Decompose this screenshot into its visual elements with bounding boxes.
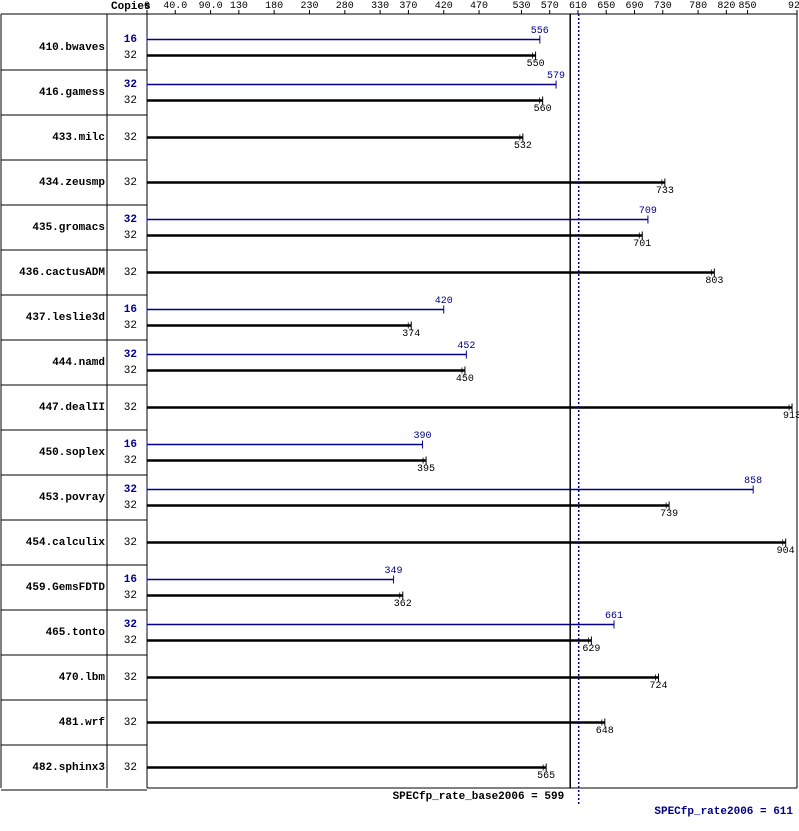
copies-peak: 16 <box>0 574 137 586</box>
copies-base: 32 <box>0 177 137 189</box>
base-value: 733 <box>656 186 674 197</box>
copies-base: 32 <box>0 95 137 107</box>
axis-tick-label: 130 <box>230 1 248 12</box>
axis-tick-label: 420 <box>435 1 453 12</box>
copies-base: 32 <box>0 455 137 467</box>
base-value: 395 <box>417 464 435 475</box>
base-value: 532 <box>514 141 532 152</box>
base-value: 374 <box>402 329 420 340</box>
base-value: 803 <box>705 276 723 287</box>
base-value: 739 <box>660 509 678 520</box>
copies-base: 32 <box>0 590 137 602</box>
summary-base: SPECfp_rate_base2006 = 599 <box>0 791 564 803</box>
copies-peak: 16 <box>0 34 137 46</box>
copies-base: 32 <box>0 267 137 279</box>
axis-tick-label: 370 <box>399 1 417 12</box>
copies-peak: 16 <box>0 304 137 316</box>
base-value: 904 <box>777 546 795 557</box>
copies-base: 32 <box>0 402 137 414</box>
axis-tick-label: 920 <box>788 1 799 12</box>
axis-tick-label: 40.0 <box>163 1 187 12</box>
peak-value: 579 <box>547 71 565 82</box>
copies-peak: 32 <box>0 79 137 91</box>
axis-tick-label: 470 <box>470 1 488 12</box>
peak-value: 709 <box>639 206 657 217</box>
copies-base: 32 <box>0 50 137 62</box>
base-value: 724 <box>650 681 668 692</box>
copies-base: 32 <box>0 672 137 684</box>
base-value: 648 <box>596 726 614 737</box>
copies-base: 32 <box>0 537 137 549</box>
peak-value: 661 <box>605 611 623 622</box>
base-value: 362 <box>394 599 412 610</box>
copies-peak: 32 <box>0 349 137 361</box>
base-value: 913 <box>783 411 799 422</box>
axis-tick-label: 610 <box>569 1 587 12</box>
base-value: 550 <box>527 59 545 70</box>
copies-base: 32 <box>0 717 137 729</box>
copies-peak: 16 <box>0 439 137 451</box>
peak-value: 858 <box>744 476 762 487</box>
copies-base: 32 <box>0 500 137 512</box>
copies-base: 32 <box>0 320 137 332</box>
base-value: 701 <box>633 239 651 250</box>
base-value: 560 <box>534 104 552 115</box>
axis-tick-label: 820 <box>717 1 735 12</box>
axis-tick-label: 180 <box>265 1 283 12</box>
axis-tick-label: 730 <box>654 1 672 12</box>
axis-tick-label: 650 <box>597 1 615 12</box>
copies-peak: 32 <box>0 619 137 631</box>
axis-tick-label: 850 <box>739 1 757 12</box>
peak-value: 349 <box>385 566 403 577</box>
spec-benchmark-chart: 040.090.01301802302803303704204705305706… <box>0 0 799 831</box>
axis-tick-label: 690 <box>625 1 643 12</box>
base-value: 450 <box>456 374 474 385</box>
copies-base: 32 <box>0 230 137 242</box>
copies-header: Copies <box>111 1 151 13</box>
copies-peak: 32 <box>0 484 137 496</box>
summary-peak: SPECfp_rate2006 = 611 <box>0 806 793 818</box>
axis-tick-label: 90.0 <box>199 1 223 12</box>
peak-value: 452 <box>457 341 475 352</box>
axis-tick-label: 330 <box>371 1 389 12</box>
axis-tick-label: 280 <box>336 1 354 12</box>
base-value: 629 <box>582 644 600 655</box>
peak-value: 390 <box>414 431 432 442</box>
axis-tick-label: 780 <box>689 1 707 12</box>
copies-peak: 32 <box>0 214 137 226</box>
axis-tick-label: 530 <box>512 1 530 12</box>
copies-base: 32 <box>0 132 137 144</box>
peak-value: 556 <box>531 26 549 37</box>
axis-tick-label: 570 <box>541 1 559 12</box>
copies-base: 32 <box>0 365 137 377</box>
axis-tick-label: 230 <box>300 1 318 12</box>
peak-value: 420 <box>435 296 453 307</box>
base-value: 565 <box>537 771 555 782</box>
copies-base: 32 <box>0 635 137 647</box>
copies-base: 32 <box>0 762 137 774</box>
